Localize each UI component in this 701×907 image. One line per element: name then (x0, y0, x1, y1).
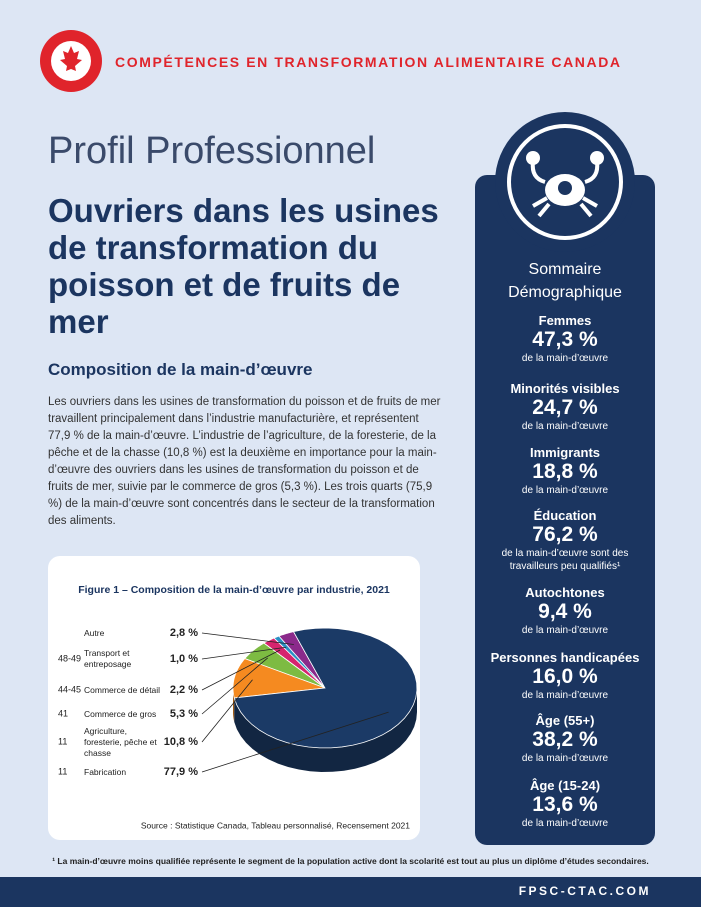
chart-title: Figure 1 – Composition de la main-d’œuvr… (78, 584, 390, 596)
chart-source: Source : Statistique Canada, Tableau per… (141, 820, 410, 830)
category-label: Agriculture, foresterie, pêche et chasse (84, 726, 157, 758)
category-wrap: Autre (84, 627, 105, 638)
pie-slice (278, 631, 326, 689)
footer-bar (0, 877, 701, 907)
value-label: 1,0 % (170, 653, 198, 665)
category-wrap: Transport et entreposage (84, 648, 132, 669)
category-code: 44-45 (58, 684, 81, 694)
stat-label: Âge (55+) (535, 713, 595, 728)
leader-line (201, 657, 268, 715)
stat-value: 38,2 % (532, 728, 598, 751)
category-code: 11 (58, 766, 67, 776)
kicker: Profil Professionnel (48, 130, 376, 172)
value-label: 5,3 % (170, 708, 198, 720)
stat-note: de la main-d’œuvre (521, 753, 609, 764)
stat: Éducation 76,2 % de la main-d’œuvre sont d… (475, 508, 655, 573)
stat: Âge (55+) 38,2 % de la main-d’œuvre (475, 713, 655, 765)
stat-label: Personnes handicapées (490, 650, 640, 665)
value-label: 10,8 % (164, 736, 198, 748)
value-label: 2,2 % (170, 684, 198, 696)
stat-note: de la main-d’œuvre (521, 625, 609, 636)
paragraph: Les ouvriers dans les usines de transfor… (48, 396, 441, 527)
stat-value: 47,3 % (532, 328, 598, 351)
category-code: 41 (58, 708, 68, 718)
category-wrap: Fabrication (84, 766, 127, 777)
stat-label: Autochtones (525, 585, 605, 600)
stat-label: Minorités visibles (510, 381, 620, 396)
stat-note: de la main-d’œuvre (521, 818, 609, 829)
category-wrap: Commerce de détail (84, 684, 161, 695)
stat-label: Éducation (533, 508, 597, 523)
category-label: Autre (84, 627, 105, 638)
stat-value: 16,0 % (532, 665, 598, 688)
stat-note: de la main-d’œuvre (521, 485, 609, 496)
logo (40, 30, 102, 92)
section-heading: Composition de la main-d’œuvre (48, 360, 313, 379)
sidebar (475, 175, 655, 845)
stat: Autochtones 9,4 % de la main-d’œuvre (475, 585, 655, 637)
pie-slice (232, 658, 326, 699)
sidebar-title: Sommaire Démographique (508, 261, 622, 301)
stat: Minorités visibles 24,7 % de la main-d’œuv… (475, 381, 655, 433)
pie-slice (244, 642, 326, 689)
stat-note: de la main-d’œuvre sont des travailleurs… (501, 548, 629, 572)
category-label: Commerce de détail (84, 684, 161, 695)
category-code: 11 (58, 736, 67, 746)
stat-note: de la main-d’œuvre (521, 353, 609, 364)
category-wrap: Agriculture, foresterie, pêche et chasse (84, 726, 157, 758)
leader-line (201, 711, 389, 773)
leader-line (201, 679, 253, 743)
category-wrap: Commerce de gros (84, 708, 157, 719)
category-code: 48-49 (58, 653, 81, 663)
stat-value: 76,2 % (532, 523, 598, 546)
pie-side (233, 688, 235, 722)
leader-line (201, 646, 287, 660)
stat: Femmes 47,3 % de la main-d’œuvre (475, 313, 655, 365)
stat-value: 13,6 % (532, 793, 598, 816)
stat-label: Femmes (538, 313, 592, 328)
category-label: Commerce de gros (84, 708, 157, 719)
category-label: Transport et entreposage (84, 648, 132, 669)
organization: COMPÉTENCES EN TRANSFORMATION ALIMENTAIR… (115, 54, 622, 70)
stat-value: 24,7 % (532, 396, 598, 419)
stat-note: de la main-d’œuvre (521, 421, 609, 432)
stat-value: 9,4 % (538, 600, 592, 623)
value-label: 2,8 % (170, 627, 198, 639)
sidebar-icon (495, 112, 635, 252)
stat-label: Immigrants (529, 445, 601, 460)
stat: Immigrants 18,8 % de la main-d’œuvre (475, 445, 655, 497)
pie-side (234, 688, 417, 772)
stat-value: 18,8 % (532, 460, 598, 483)
page-title: Ouvriers dans les usines de transformati… (48, 192, 439, 340)
leader-line (201, 632, 294, 645)
stat: Âge (15-24) 13,6 % de la main-d’œuvre (475, 778, 655, 830)
leader-line (201, 649, 281, 691)
footer-url: FPSC-CTAC.COM (518, 884, 651, 898)
stat-label: Âge (15-24) (529, 778, 601, 793)
stat-note: de la main-d’œuvre (521, 690, 609, 701)
chart: Figure 1 – Composition de la main-d’œuvr… (48, 556, 420, 840)
footnote: ¹ La main-d’œuvre moins qualifiée représ… (52, 856, 649, 866)
stat: Personnes handicapées 16,0 % de la main-d’… (475, 650, 655, 702)
value-label: 77,9 % (164, 766, 198, 778)
category-label: Fabrication (84, 766, 127, 777)
